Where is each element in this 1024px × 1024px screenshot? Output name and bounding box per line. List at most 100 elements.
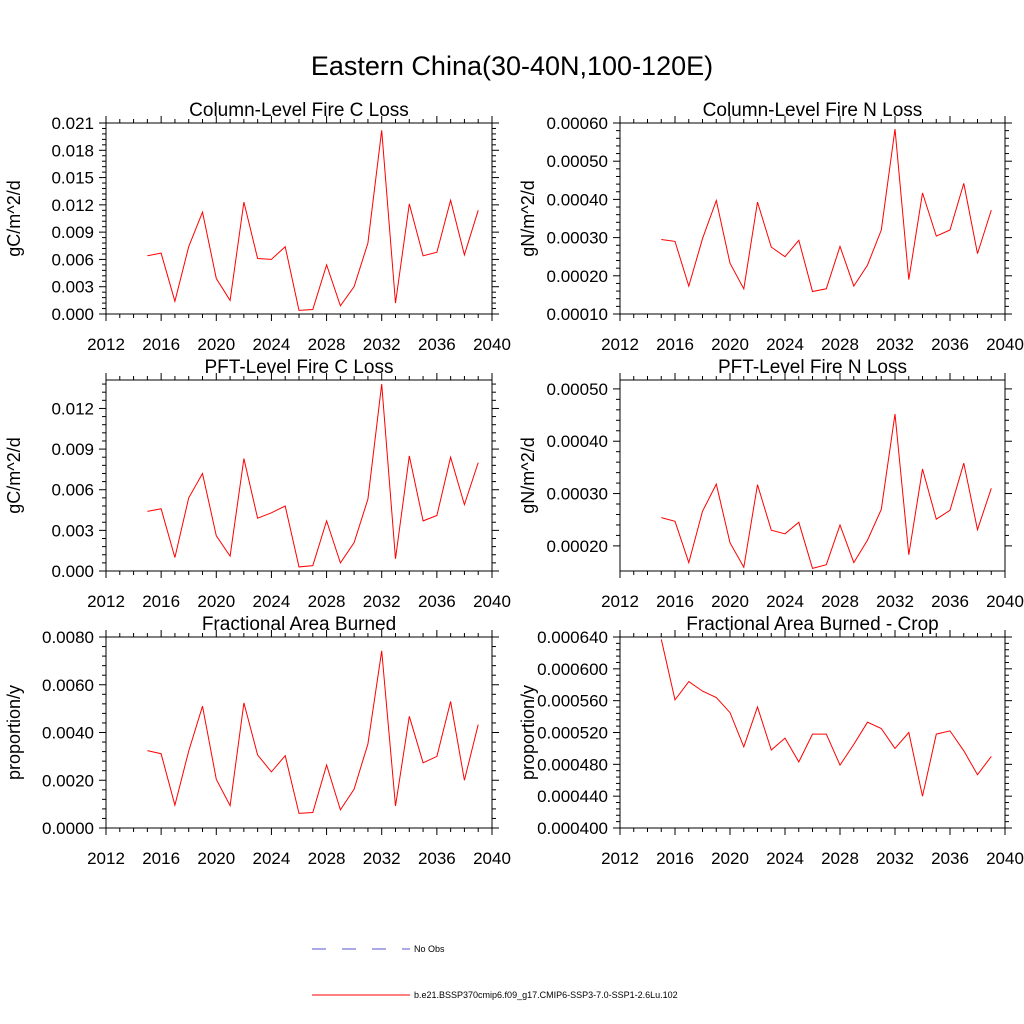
y-tick-label: 0.012 bbox=[51, 399, 94, 418]
y-tick-label: 0.009 bbox=[51, 223, 94, 242]
panel-title: Column-Level Fire C Loss bbox=[189, 100, 409, 121]
legend: No Obs b.e21.BSSP370cmip6.f09_g17.CMIP6-… bbox=[312, 944, 678, 1000]
x-tick-label: 2032 bbox=[876, 335, 914, 354]
y-axis-label: gC/m^2/d bbox=[4, 180, 24, 256]
y-tick-label: 0.0080 bbox=[42, 628, 94, 647]
y-tick-label: 0.00010 bbox=[547, 305, 608, 324]
y-tick-label: 0.00020 bbox=[547, 537, 608, 556]
x-tick-label: 2012 bbox=[87, 849, 125, 868]
x-tick-label: 2016 bbox=[142, 592, 180, 611]
panel-title: PFT-Level Fire N Loss bbox=[718, 357, 907, 378]
panel-2: Column-Level Fire N Loss gN/m^2/d 2012 2016… bbox=[518, 100, 1024, 354]
y-tick-label: 0.000 bbox=[51, 562, 94, 581]
x-tick-label: 2012 bbox=[87, 592, 125, 611]
y-tick-label: 0.000400 bbox=[537, 819, 608, 838]
y-tick-label: 0.000520 bbox=[537, 724, 608, 743]
y-axis-label: gC/m^2/d bbox=[4, 437, 24, 513]
x-tick-label: 2012 bbox=[601, 335, 639, 354]
figure-title: Eastern China(30-40N,100-120E) bbox=[311, 51, 713, 81]
x-tick-label: 2024 bbox=[766, 592, 804, 611]
y-axis-label: proportion/y bbox=[518, 685, 538, 780]
y-tick-label: 0.00020 bbox=[547, 267, 608, 286]
legend-label-no-obs: No Obs bbox=[414, 944, 445, 954]
x-tick-label: 2032 bbox=[876, 592, 914, 611]
series-line bbox=[147, 384, 479, 568]
series-line bbox=[147, 130, 479, 311]
y-tick-label: 0.000600 bbox=[537, 660, 608, 679]
x-tick-label: 2032 bbox=[363, 849, 401, 868]
x-tick-label: 2020 bbox=[711, 335, 749, 354]
y-tick-label: 0.000440 bbox=[537, 787, 608, 806]
y-tick-label: 0.006 bbox=[51, 481, 94, 500]
y-tick-label: 0.003 bbox=[51, 278, 94, 297]
y-tick-label: 0.015 bbox=[51, 169, 94, 188]
x-tick-label: 2032 bbox=[363, 335, 401, 354]
panel-title: Fractional Area Burned - Crop bbox=[686, 614, 938, 635]
panels: Column-Level Fire C Loss gC/m^2/d 2012 2016… bbox=[4, 100, 1024, 868]
y-tick-label: 0.003 bbox=[51, 521, 94, 540]
plot-frame bbox=[619, 122, 1006, 315]
x-tick-label: 2016 bbox=[656, 335, 694, 354]
x-tick-label: 2040 bbox=[986, 849, 1024, 868]
panel-4: PFT-Level Fire N Loss gN/m^2/d 2012 2016 202… bbox=[518, 357, 1024, 611]
y-tick-label: 0.000640 bbox=[537, 628, 608, 647]
panel-5: Fractional Area Burned proportion/y 2012 20… bbox=[4, 614, 511, 868]
y-tick-label: 0.0040 bbox=[42, 724, 94, 743]
x-tick-label: 2028 bbox=[821, 335, 859, 354]
x-tick-label: 2016 bbox=[656, 849, 694, 868]
plot-frame bbox=[105, 379, 493, 572]
x-tick-label: 2012 bbox=[601, 592, 639, 611]
x-tick-label: 2032 bbox=[363, 592, 401, 611]
legend-item-no-obs: No Obs bbox=[312, 944, 445, 954]
x-tick-label: 2036 bbox=[931, 849, 969, 868]
y-tick-label: 0.009 bbox=[51, 440, 94, 459]
y-tick-label: 0.00030 bbox=[547, 229, 608, 248]
series-line bbox=[661, 129, 992, 293]
y-tick-label: 0.0060 bbox=[42, 676, 94, 695]
plot-frame bbox=[619, 379, 1006, 572]
x-tick-label: 2020 bbox=[711, 849, 749, 868]
y-tick-label: 0.00060 bbox=[547, 114, 608, 133]
legend-label-model-run: b.e21.BSSP370cmip6.f09_g17.CMIP6-SSP3-7.… bbox=[414, 990, 678, 1000]
plot-frame bbox=[105, 122, 493, 315]
series-line bbox=[147, 650, 479, 814]
series-line bbox=[661, 413, 992, 570]
plot-frame bbox=[619, 636, 1006, 829]
series-line bbox=[660, 639, 992, 797]
x-tick-label: 2040 bbox=[986, 335, 1024, 354]
y-tick-label: 0.0000 bbox=[42, 819, 94, 838]
panel-3: PFT-Level Fire C Loss gC/m^2/d 2012 2016 202… bbox=[4, 357, 511, 611]
x-tick-label: 2036 bbox=[418, 335, 456, 354]
x-tick-label: 2036 bbox=[418, 849, 456, 868]
y-tick-label: 0.00050 bbox=[547, 380, 608, 399]
x-tick-label: 2024 bbox=[766, 849, 804, 868]
x-tick-label: 2040 bbox=[473, 335, 511, 354]
y-tick-label: 0.0020 bbox=[42, 771, 94, 790]
y-tick-label: 0.000560 bbox=[537, 692, 608, 711]
x-tick-label: 2024 bbox=[253, 849, 291, 868]
x-tick-label: 2028 bbox=[308, 592, 346, 611]
x-tick-label: 2020 bbox=[711, 592, 749, 611]
x-tick-label: 2016 bbox=[656, 592, 694, 611]
y-tick-label: 0.000480 bbox=[537, 755, 608, 774]
x-tick-label: 2012 bbox=[601, 849, 639, 868]
y-tick-label: 0.006 bbox=[51, 250, 94, 269]
x-tick-label: 2012 bbox=[87, 335, 125, 354]
y-tick-label: 0.00050 bbox=[547, 152, 608, 171]
x-tick-label: 2036 bbox=[418, 592, 456, 611]
x-tick-label: 2024 bbox=[766, 335, 804, 354]
x-tick-label: 2020 bbox=[197, 592, 235, 611]
panel-1: Column-Level Fire C Loss gC/m^2/d 2012 2016… bbox=[4, 100, 511, 354]
x-tick-label: 2020 bbox=[197, 849, 235, 868]
x-tick-label: 2040 bbox=[473, 592, 511, 611]
x-tick-label: 2036 bbox=[931, 335, 969, 354]
y-tick-label: 0.012 bbox=[51, 196, 94, 215]
panel-title: Column-Level Fire N Loss bbox=[703, 100, 923, 121]
y-axis-label: gN/m^2/d bbox=[518, 437, 538, 513]
x-tick-label: 2024 bbox=[253, 592, 291, 611]
x-tick-label: 2040 bbox=[986, 592, 1024, 611]
panel-6: Fractional Area Burned - Crop proportion/… bbox=[518, 614, 1024, 868]
y-axis-label: gN/m^2/d bbox=[518, 180, 538, 256]
x-tick-label: 2028 bbox=[821, 849, 859, 868]
